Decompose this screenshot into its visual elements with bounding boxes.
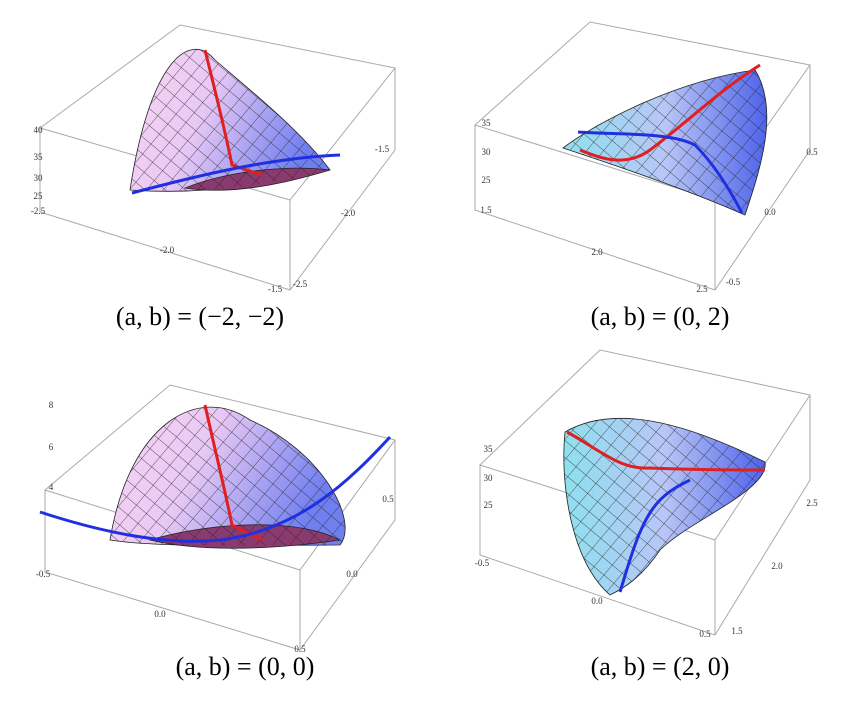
red-curve bbox=[203, 49, 263, 177]
tick-label: -2.0 bbox=[160, 245, 175, 255]
blue-curve bbox=[618, 478, 691, 593]
tick-label: 0.0 bbox=[591, 596, 603, 606]
tick-label: 0.0 bbox=[154, 609, 166, 619]
tick-label: 35 bbox=[484, 444, 494, 454]
tick-label: 30 bbox=[34, 173, 44, 183]
mesh bbox=[563, 70, 767, 215]
tick-label: 40 bbox=[34, 125, 44, 135]
tick-label: 25 bbox=[484, 500, 494, 510]
tick-label: -0.5 bbox=[475, 558, 490, 568]
caption: (a, b) = (0, 2) bbox=[591, 302, 730, 331]
panel bbox=[474, 21, 811, 291]
panel bbox=[479, 349, 811, 636]
tick-label: 1.5 bbox=[480, 205, 492, 215]
tick-label: -1.5 bbox=[375, 144, 390, 154]
tick-label: 2.5 bbox=[696, 284, 708, 294]
tick-label: -2.0 bbox=[341, 208, 356, 218]
tick-label: -1.5 bbox=[268, 284, 283, 294]
red-curve bbox=[579, 63, 761, 162]
tick-label: 25 bbox=[34, 191, 44, 201]
blue-curve bbox=[131, 153, 341, 195]
box bbox=[474, 21, 811, 291]
tick-label: 4 bbox=[49, 482, 54, 492]
red-curve bbox=[203, 404, 263, 542]
tick-label: 0.0 bbox=[764, 207, 776, 217]
mesh bbox=[563, 418, 766, 595]
tick-label: 2.0 bbox=[771, 561, 783, 571]
tick-label: 0.5 bbox=[382, 494, 394, 504]
panel bbox=[39, 384, 396, 651]
tick-label: 35 bbox=[482, 118, 492, 128]
blue-curve bbox=[39, 435, 392, 543]
tick-label: -2.5 bbox=[31, 206, 46, 216]
tick-label: 0.0 bbox=[346, 569, 358, 579]
blue-curve bbox=[577, 130, 744, 214]
panel bbox=[38, 24, 396, 291]
caption: (a, b) = (−2, −2) bbox=[116, 302, 284, 331]
caption: (a, b) = (2, 0) bbox=[591, 652, 730, 681]
mesh bbox=[130, 49, 330, 192]
tick-label: 35 bbox=[34, 152, 44, 162]
mesh bbox=[110, 407, 346, 546]
tick-label: 0.5 bbox=[806, 147, 818, 157]
tick-label: -0.5 bbox=[726, 277, 741, 287]
tick-label: 30 bbox=[484, 473, 494, 483]
red-curve bbox=[566, 430, 766, 472]
tick-label: 2.0 bbox=[591, 247, 603, 257]
tick-label: 30 bbox=[482, 147, 492, 157]
tick-label: 2.5 bbox=[806, 498, 818, 508]
tick-label: 25 bbox=[482, 175, 492, 185]
tick-label: 0.5 bbox=[294, 644, 306, 654]
tick-label: -2.5 bbox=[293, 279, 308, 289]
caption: (a, b) = (0, 0) bbox=[176, 652, 315, 681]
tick-label: 6 bbox=[49, 442, 54, 452]
tick-label: 0.5 bbox=[699, 629, 711, 639]
tick-label: -0.5 bbox=[36, 569, 51, 579]
tick-label: 1.5 bbox=[731, 626, 743, 636]
tick-label: 8 bbox=[49, 400, 54, 410]
